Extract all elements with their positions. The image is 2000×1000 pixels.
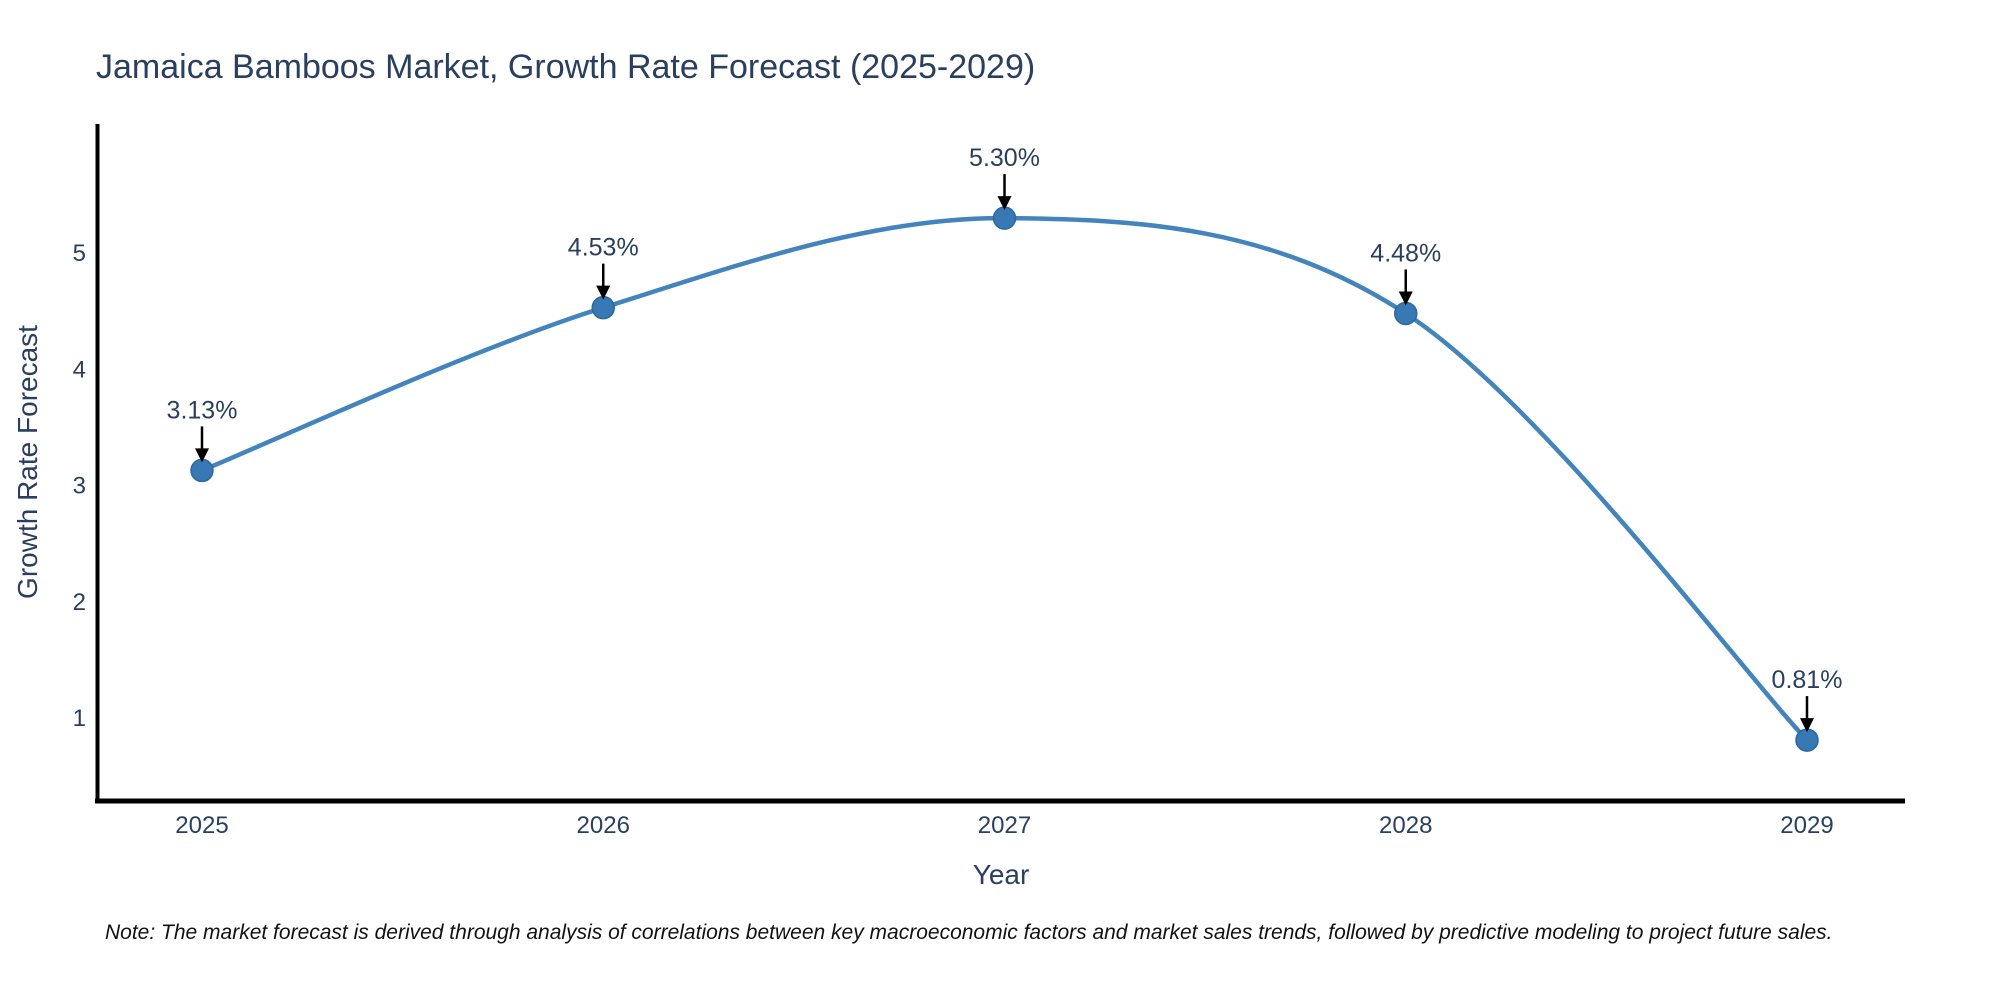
y-tick-label: 2 bbox=[73, 589, 86, 616]
annotation-arrow-head bbox=[195, 448, 209, 463]
annotation-arrow-head bbox=[1800, 718, 1814, 733]
data-point-label: 5.30% bbox=[969, 144, 1040, 172]
y-tick-label: 3 bbox=[73, 473, 86, 500]
y-tick-label: 4 bbox=[73, 356, 86, 383]
data-point-marker bbox=[1394, 301, 1418, 326]
x-axis-title: Year bbox=[972, 859, 1030, 890]
data-point-label: 4.53% bbox=[568, 234, 639, 262]
chart-footnote: Note: The market forecast is derived thr… bbox=[105, 921, 1833, 944]
x-tick-label: 2025 bbox=[175, 812, 228, 839]
annotation-arrow-head bbox=[1398, 291, 1413, 306]
chart-title: Jamaica Bamboos Market, Growth Rate Fore… bbox=[96, 48, 1036, 86]
y-tick-label: 5 bbox=[73, 240, 86, 267]
annotation-arrow-head bbox=[596, 285, 611, 300]
data-point-marker bbox=[1795, 728, 1819, 752]
data-point-label: 3.13% bbox=[167, 396, 238, 424]
x-tick-label: 2028 bbox=[1379, 812, 1432, 839]
x-tick-label: 2027 bbox=[978, 812, 1031, 839]
data-point-label: 4.48% bbox=[1370, 239, 1441, 267]
annotation-arrow-head bbox=[997, 196, 1012, 211]
x-tick-label: 2026 bbox=[577, 812, 630, 839]
data-point-marker bbox=[591, 295, 615, 320]
data-point-marker bbox=[190, 458, 214, 483]
forecast-line bbox=[201, 215, 1809, 742]
y-tick-label: 1 bbox=[73, 705, 86, 732]
data-point-label: 0.81% bbox=[1772, 666, 1843, 694]
x-tick-label: 2029 bbox=[1780, 812, 1833, 839]
data-point-marker bbox=[992, 206, 1017, 230]
